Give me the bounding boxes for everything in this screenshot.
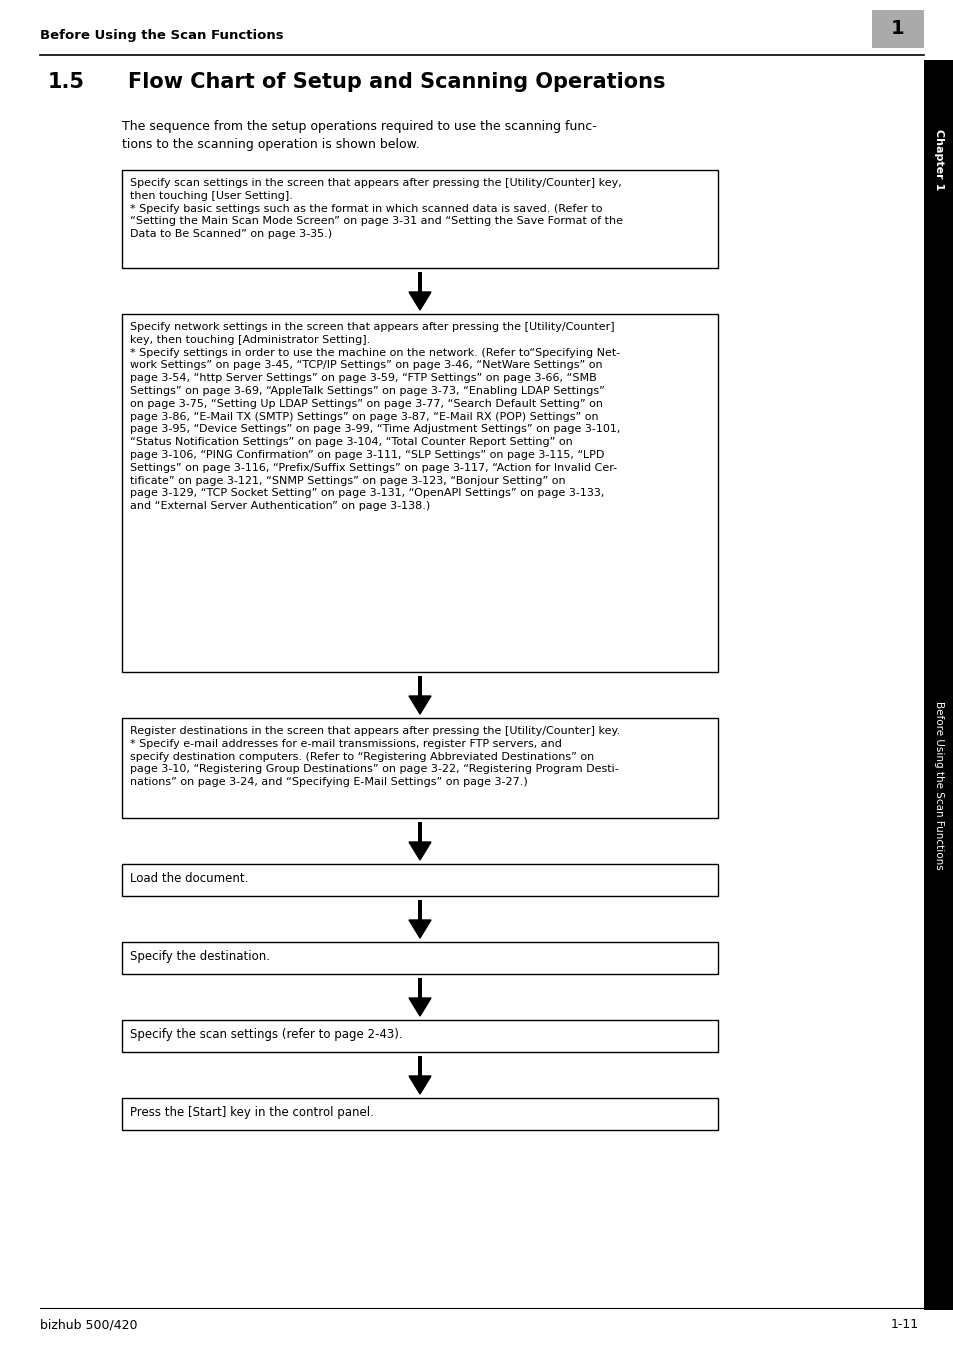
Bar [417, 822, 421, 842]
Text: 1.5: 1.5 [48, 72, 85, 92]
Text: Before Using the Scan Functions: Before Using the Scan Functions [40, 28, 283, 42]
Text: 1-11: 1-11 [890, 1318, 918, 1330]
Bar [122, 1019, 718, 1052]
Text: Specify the destination.: Specify the destination. [130, 950, 270, 963]
Text: tions to the scanning operation is shown below.: tions to the scanning operation is shown… [122, 138, 419, 151]
Polygon shape [409, 842, 431, 860]
Bar [923, 59, 953, 260]
Polygon shape [409, 1076, 431, 1094]
Text: Flow Chart of Setup and Scanning Operations: Flow Chart of Setup and Scanning Operati… [128, 72, 665, 92]
Text: bizhub 500/420: bizhub 500/420 [40, 1318, 137, 1330]
Text: Specify scan settings in the screen that appears after pressing the [Utility/Cou: Specify scan settings in the screen that… [130, 178, 622, 239]
Bar [122, 864, 718, 896]
Text: The sequence from the setup operations required to use the scanning func-: The sequence from the setup operations r… [122, 120, 597, 132]
Text: Specify network settings in the screen that appears after pressing the [Utility/: Specify network settings in the screen t… [130, 322, 619, 511]
Text: Before Using the Scan Functions: Before Using the Scan Functions [933, 700, 943, 869]
Polygon shape [409, 292, 431, 310]
Bar [122, 718, 718, 818]
Bar [122, 170, 718, 268]
Bar [923, 59, 953, 1310]
Text: Load the document.: Load the document. [130, 872, 248, 886]
Polygon shape [409, 696, 431, 714]
Polygon shape [409, 998, 431, 1015]
Polygon shape [409, 919, 431, 938]
Bar [122, 314, 718, 672]
Text: Chapter 1: Chapter 1 [933, 130, 943, 191]
Bar [417, 676, 421, 696]
Bar [417, 977, 421, 998]
Text: Specify the scan settings (refer to page 2-43).: Specify the scan settings (refer to page… [130, 1028, 402, 1041]
Text: 1: 1 [890, 19, 903, 38]
Text: Register destinations in the screen that appears after pressing the [Utility/Cou: Register destinations in the screen that… [130, 726, 619, 787]
Bar [417, 900, 421, 919]
Bar [417, 1056, 421, 1076]
Text: Press the [Start] key in the control panel.: Press the [Start] key in the control pan… [130, 1106, 374, 1119]
Bar [871, 9, 923, 49]
Bar [417, 272, 421, 292]
Bar [122, 942, 718, 973]
Bar [122, 1098, 718, 1130]
